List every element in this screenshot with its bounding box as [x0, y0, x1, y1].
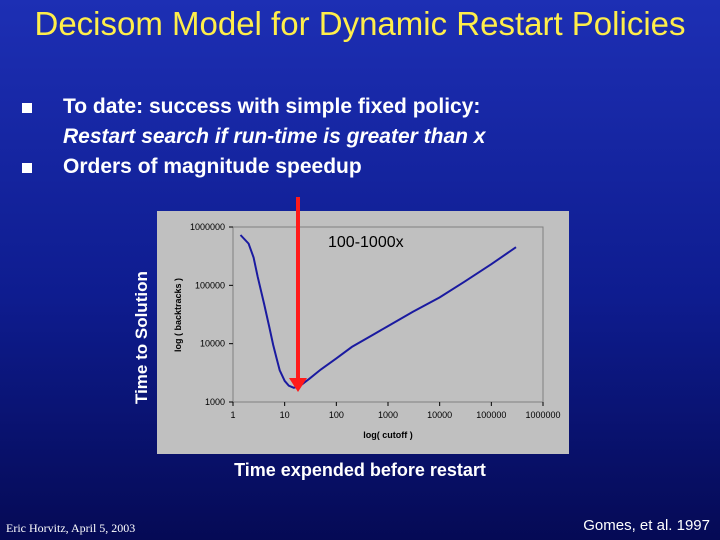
bullet-text-line1: Orders of magnitude speedup — [63, 155, 362, 178]
bullet-text-line1: To date: success with simple fixed polic… — [63, 95, 481, 118]
chart-panel: 1000 10000 100000 1000000 1 10 100 1000 10000 10… — [157, 211, 569, 454]
y-tick-label: 10000 — [200, 339, 225, 349]
x-tick-label: 1000000 — [525, 410, 560, 420]
footer-author: Eric Horvitz, April 5, 2003 — [6, 521, 136, 535]
y-tick-label: 1000 — [205, 397, 225, 407]
x-tick-label: 100 — [329, 410, 344, 420]
bullet-text-line2: Restart search if run-time is greater th… — [63, 125, 486, 148]
x-tick-label: 1 — [230, 410, 235, 420]
x-tick-label: 10 — [280, 410, 290, 420]
x-tick-label: 10000 — [427, 410, 452, 420]
inner-y-axis-label: log ( backtracks ) — [173, 278, 183, 352]
outer-y-axis-label: Time to Solution — [132, 271, 151, 404]
bullet-item: To date: success with simple fixed polic… — [22, 92, 662, 152]
outer-x-axis-label: Time expended before restart — [234, 460, 486, 480]
bullet-square-icon — [22, 163, 32, 173]
bullet-list: To date: success with simple fixed polic… — [22, 92, 662, 182]
arrow-head-icon — [289, 378, 307, 392]
chart-svg: 1000 10000 100000 1000000 1 10 100 1000 10000 10… — [173, 222, 561, 440]
y-tick-label: 100000 — [195, 280, 225, 290]
plot-area — [232, 226, 544, 403]
x-tick-label: 1000 — [378, 410, 398, 420]
footer-citation: Gomes, et al. 1997 — [583, 517, 710, 534]
slide-title: Decisom Model for Dynamic Restart Polici… — [34, 5, 686, 42]
bullet-item: Orders of magnitude speedup — [22, 152, 662, 182]
inner-x-axis-label: log( cutoff ) — [363, 430, 412, 440]
speedup-annotation: 100-1000x — [328, 234, 404, 251]
x-tick-label: 100000 — [476, 410, 506, 420]
bullet-square-icon — [22, 103, 32, 113]
arrow-line — [296, 197, 300, 380]
y-tick-label: 1000000 — [190, 222, 225, 232]
